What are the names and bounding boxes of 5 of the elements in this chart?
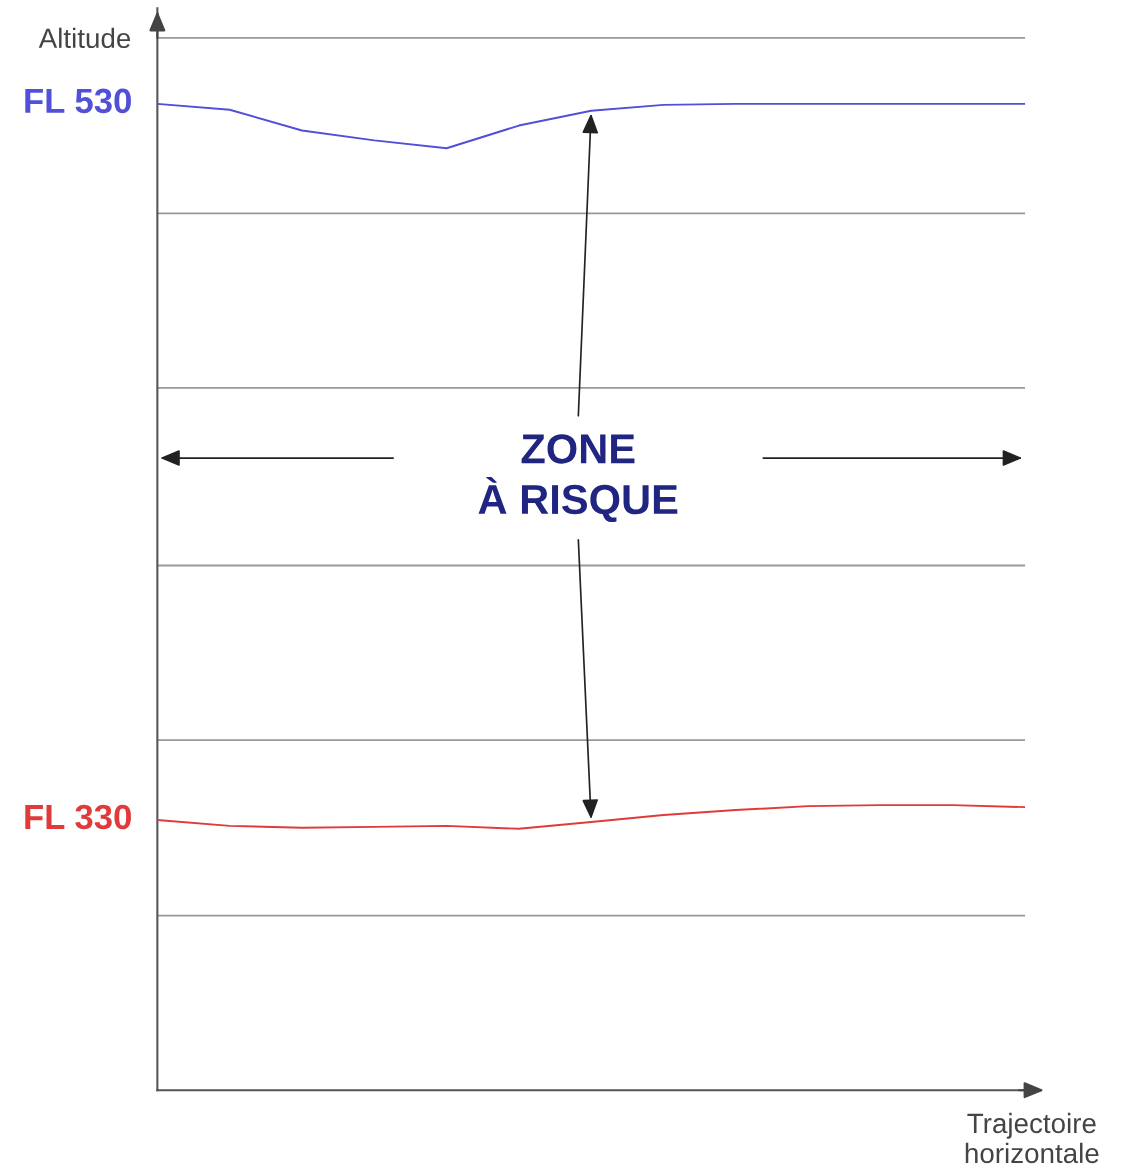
series-label: FL 530 <box>25 88 131 114</box>
annotation: ZONE À RISQUE <box>478 434 678 523</box>
series-label: FL 330 <box>25 804 131 830</box>
y-axis-title: Altitude <box>38 27 131 49</box>
x-axis-title: Trajectoire horizontale <box>965 1112 1099 1164</box>
